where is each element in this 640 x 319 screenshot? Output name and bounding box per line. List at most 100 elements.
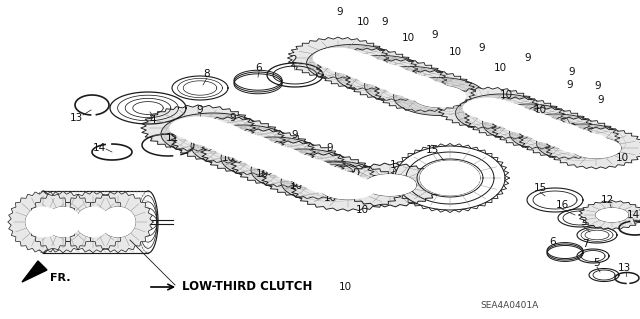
Polygon shape xyxy=(371,70,421,91)
Polygon shape xyxy=(545,127,640,169)
Polygon shape xyxy=(200,129,257,152)
Polygon shape xyxy=(171,117,285,163)
Polygon shape xyxy=(556,132,609,154)
Polygon shape xyxy=(170,116,227,139)
Polygon shape xyxy=(492,107,593,149)
Polygon shape xyxy=(544,128,595,148)
Polygon shape xyxy=(273,158,333,182)
Text: 10: 10 xyxy=(289,181,303,191)
Text: 10: 10 xyxy=(616,153,628,163)
Polygon shape xyxy=(413,85,466,108)
Text: 9: 9 xyxy=(598,95,604,105)
Text: 9: 9 xyxy=(432,30,438,40)
Polygon shape xyxy=(313,48,364,69)
Text: 13: 13 xyxy=(618,263,630,273)
Polygon shape xyxy=(251,149,355,191)
Polygon shape xyxy=(529,122,582,144)
Polygon shape xyxy=(342,59,392,79)
Polygon shape xyxy=(231,141,345,187)
Polygon shape xyxy=(571,137,621,159)
Polygon shape xyxy=(337,163,443,207)
Polygon shape xyxy=(463,98,513,118)
Text: 6: 6 xyxy=(550,237,556,247)
Text: 9: 9 xyxy=(569,67,575,77)
Polygon shape xyxy=(394,78,486,115)
Text: 9: 9 xyxy=(566,80,573,90)
Polygon shape xyxy=(326,53,379,75)
Text: FR.: FR. xyxy=(50,273,70,283)
Polygon shape xyxy=(22,261,47,282)
Text: 16: 16 xyxy=(556,200,568,210)
Polygon shape xyxy=(516,117,567,138)
Polygon shape xyxy=(213,134,273,158)
Text: 12: 12 xyxy=(600,195,614,205)
Polygon shape xyxy=(26,207,61,237)
Text: SEA4A0401A: SEA4A0401A xyxy=(480,300,538,309)
Text: 1: 1 xyxy=(390,160,396,170)
Text: 10: 10 xyxy=(339,282,351,292)
Text: 9: 9 xyxy=(595,81,602,91)
Text: 11: 11 xyxy=(165,133,179,143)
Polygon shape xyxy=(465,97,566,139)
Polygon shape xyxy=(261,153,375,199)
Text: 13: 13 xyxy=(69,113,83,123)
Polygon shape xyxy=(490,108,540,129)
Polygon shape xyxy=(355,63,408,85)
Polygon shape xyxy=(374,70,476,112)
Polygon shape xyxy=(229,140,287,164)
Polygon shape xyxy=(45,207,81,237)
Text: 16: 16 xyxy=(301,157,315,167)
Text: 8: 8 xyxy=(204,69,211,79)
Text: 15: 15 xyxy=(426,145,438,155)
Text: 10: 10 xyxy=(493,63,507,73)
Text: LOW-THIRD CLUTCH: LOW-THIRD CLUTCH xyxy=(182,280,312,293)
Polygon shape xyxy=(346,59,447,101)
Polygon shape xyxy=(243,146,303,170)
Polygon shape xyxy=(307,45,399,83)
Text: 14: 14 xyxy=(92,143,106,153)
Polygon shape xyxy=(536,124,628,162)
Polygon shape xyxy=(83,191,153,253)
Text: 10: 10 xyxy=(593,137,605,147)
Text: 10: 10 xyxy=(221,153,235,163)
Polygon shape xyxy=(365,66,456,105)
Text: 9: 9 xyxy=(381,17,388,27)
Polygon shape xyxy=(475,102,528,124)
Polygon shape xyxy=(28,191,98,253)
Polygon shape xyxy=(287,37,388,79)
Polygon shape xyxy=(58,191,128,253)
Polygon shape xyxy=(384,74,437,97)
Polygon shape xyxy=(595,208,628,222)
Polygon shape xyxy=(259,152,317,175)
Polygon shape xyxy=(183,122,243,146)
Polygon shape xyxy=(456,94,547,132)
Text: 9: 9 xyxy=(230,113,236,123)
Polygon shape xyxy=(502,112,555,134)
Text: 7: 7 xyxy=(582,239,588,249)
Text: 14: 14 xyxy=(627,210,639,220)
Polygon shape xyxy=(579,200,640,230)
Polygon shape xyxy=(316,48,418,90)
Polygon shape xyxy=(483,104,575,142)
Polygon shape xyxy=(289,165,347,188)
Text: 10: 10 xyxy=(323,193,337,203)
Text: 10: 10 xyxy=(563,123,577,133)
Polygon shape xyxy=(221,137,325,179)
Text: 10: 10 xyxy=(533,105,547,115)
Text: 9: 9 xyxy=(292,130,298,140)
Text: 6: 6 xyxy=(256,63,262,73)
Text: 5: 5 xyxy=(594,258,600,268)
Text: 9: 9 xyxy=(326,143,333,153)
Text: 3: 3 xyxy=(580,217,586,227)
Text: 4: 4 xyxy=(150,115,156,125)
Text: 10: 10 xyxy=(401,33,415,43)
Text: 2: 2 xyxy=(291,55,298,65)
Polygon shape xyxy=(201,129,315,175)
Polygon shape xyxy=(291,165,405,211)
Text: 9: 9 xyxy=(479,43,485,53)
Polygon shape xyxy=(8,191,78,253)
Text: 10: 10 xyxy=(355,205,369,215)
Polygon shape xyxy=(518,117,620,159)
Text: 15: 15 xyxy=(533,183,547,193)
Text: 10: 10 xyxy=(449,47,461,57)
